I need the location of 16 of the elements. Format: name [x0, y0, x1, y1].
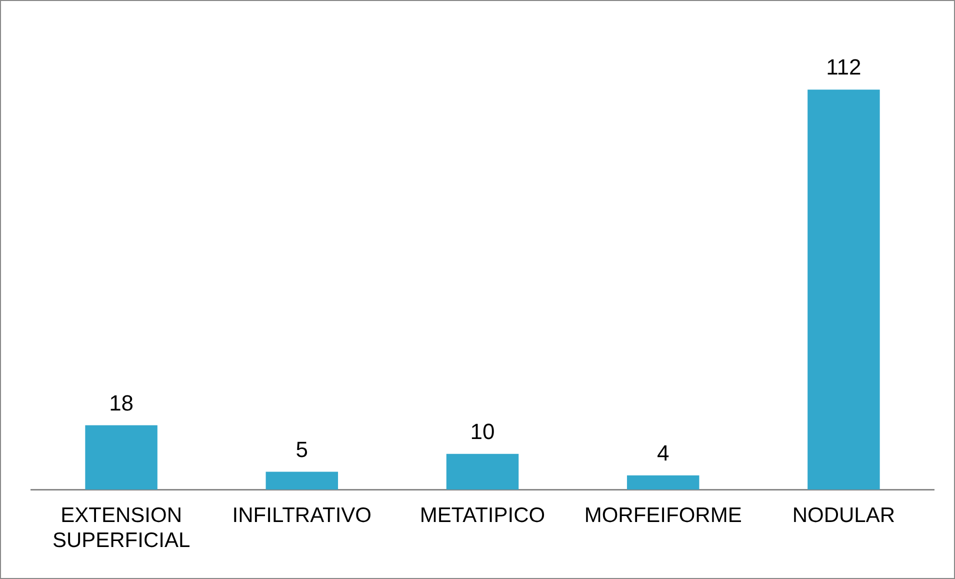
- bar: [266, 472, 338, 490]
- data-label: 5: [296, 436, 308, 462]
- category-label: EXTENSION: [60, 504, 182, 527]
- x-tick-label: METATIPICO: [420, 504, 546, 527]
- x-tick-label: NODULAR: [792, 504, 896, 527]
- data-label: 18: [109, 390, 134, 416]
- bar: [85, 425, 158, 490]
- data-label: 10: [470, 418, 495, 444]
- bar: [626, 475, 700, 490]
- category-label: SUPERFICIAL: [52, 529, 190, 552]
- x-tick-label: MORFEIFORME: [584, 504, 742, 527]
- bar: [808, 90, 880, 490]
- data-label: 112: [826, 54, 862, 80]
- x-tick-label: INFILTRATIVO: [232, 504, 372, 527]
- bar: [446, 454, 519, 490]
- data-label: 4: [656, 440, 670, 466]
